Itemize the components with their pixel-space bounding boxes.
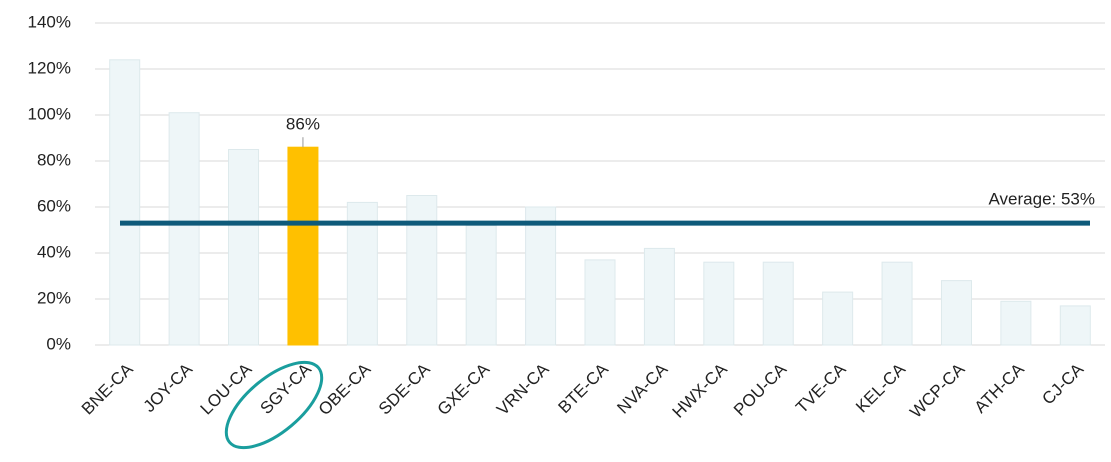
bar [643, 247, 675, 346]
x-tick-label: OBE-CA [315, 359, 375, 419]
bar [881, 261, 913, 346]
value-label: 86% [286, 115, 320, 134]
bar [525, 206, 557, 346]
bar [287, 146, 319, 346]
x-tick-label: ATH-CA [971, 359, 1029, 417]
x-tick-label: LOU-CA [197, 359, 256, 418]
bar [703, 261, 735, 346]
bar [406, 195, 438, 346]
y-tick-label: 80% [37, 150, 71, 169]
bar [1059, 305, 1091, 346]
x-tick-label: NVA-CA [613, 359, 671, 417]
y-tick-label: 140% [28, 12, 71, 31]
y-tick-label: 120% [28, 58, 71, 77]
y-tick-label: 60% [37, 196, 71, 215]
x-tick-label: GXE-CA [434, 359, 494, 419]
x-tick-label: SDE-CA [375, 359, 434, 418]
y-tick-label: 40% [37, 242, 71, 261]
x-tick-label: CJ-CA [1038, 359, 1087, 408]
x-tick-label: HWX-CA [669, 359, 732, 422]
x-tick-label: WCP-CA [906, 359, 969, 422]
bar [228, 149, 260, 346]
bar [822, 291, 854, 346]
bar [109, 59, 141, 346]
y-tick-label: 100% [28, 104, 71, 123]
x-tick-label: VRN-CA [493, 359, 553, 419]
average-label: Average: 53% [989, 190, 1095, 209]
y-tick-label: 0% [46, 334, 71, 353]
bar [346, 201, 378, 346]
bar [168, 112, 200, 346]
x-tick-label: POU-CA [730, 359, 791, 420]
x-tick-label: KEL-CA [852, 359, 909, 416]
bar [1000, 300, 1032, 346]
highlight-ellipse [224, 360, 324, 450]
bar [762, 261, 794, 346]
x-tick-label: JOY-CA [140, 359, 197, 416]
x-tick-label: BNE-CA [78, 359, 137, 418]
y-tick-label: 20% [37, 288, 71, 307]
bar [940, 280, 972, 346]
x-tick-label: TVE-CA [792, 359, 850, 417]
x-tick-label: BTE-CA [554, 359, 612, 417]
bar [584, 259, 616, 346]
bar [465, 224, 497, 346]
